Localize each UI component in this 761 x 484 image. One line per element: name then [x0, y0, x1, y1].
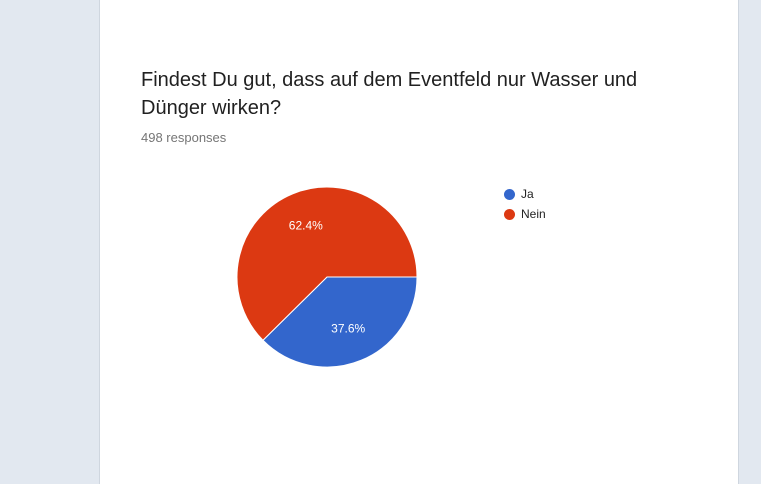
legend-marker-ja	[504, 188, 515, 200]
response-card: Findest Du gut, dass auf dem Eventfeld n…	[99, 0, 739, 484]
legend-item-nein[interactable]: Nein	[504, 204, 546, 224]
legend-label-ja: Ja	[521, 187, 534, 201]
chart-legend: Ja Nein	[504, 184, 546, 224]
legend-item-ja[interactable]: Ja	[504, 184, 546, 204]
slice-label-nein: 62.4%	[289, 218, 323, 232]
response-count: 498 responses	[141, 130, 227, 145]
legend-marker-nein	[504, 208, 515, 220]
pie-chart: 37.6% 62.4%	[236, 186, 418, 368]
slice-label-ja: 37.6%	[331, 322, 365, 336]
pie-slice-ja[interactable]	[262, 276, 418, 368]
legend-label-nein: Nein	[521, 207, 546, 221]
question-title: Findest Du gut, dass auf dem Eventfeld n…	[141, 69, 638, 119]
pie-slice-nein[interactable]	[236, 186, 418, 341]
